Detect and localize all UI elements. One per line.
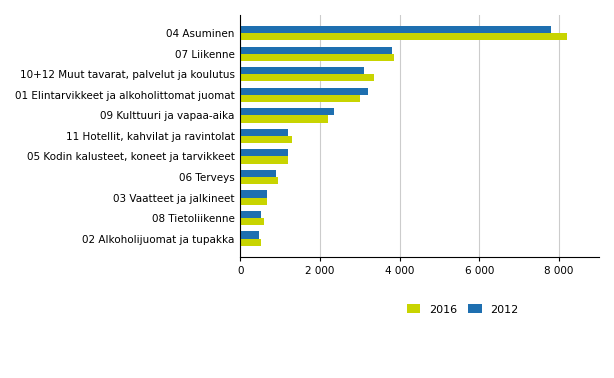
Bar [240,136,292,143]
Bar [240,239,261,246]
Legend: 2016, 2012: 2016, 2012 [402,300,523,319]
Bar [240,67,364,74]
Bar [240,46,392,54]
Bar [240,198,268,205]
Bar [240,129,288,136]
Bar [240,33,567,40]
Bar [240,74,374,82]
Bar [240,191,268,198]
Bar [240,115,328,122]
Bar [240,26,551,33]
Bar [240,177,278,184]
Bar [240,149,288,156]
Bar [240,231,260,239]
Bar [240,95,360,102]
Bar [240,54,394,61]
Bar [240,108,334,115]
Bar [240,88,368,95]
Bar [240,156,288,164]
Bar [240,218,264,225]
Bar [240,170,276,177]
Bar [240,211,261,218]
